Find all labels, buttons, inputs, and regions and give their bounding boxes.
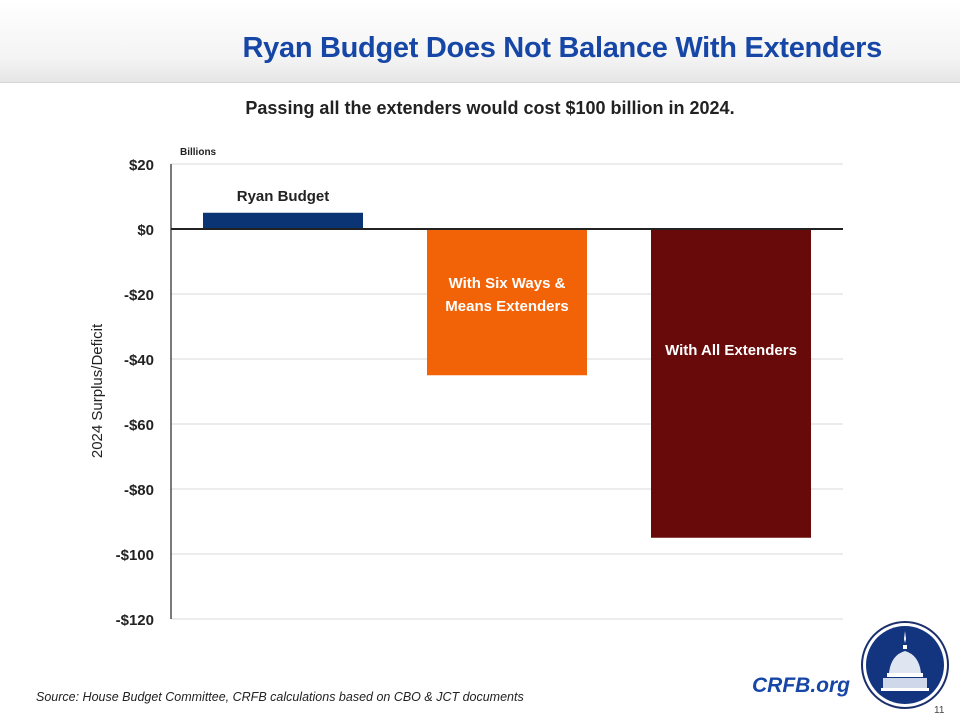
- header-band: Ryan Budget Does Not Balance With Extend…: [0, 0, 960, 83]
- source-note: Source: House Budget Committee, CRFB cal…: [36, 690, 524, 704]
- y-tick-label: -$40: [124, 352, 154, 369]
- axes: [170, 164, 843, 619]
- bar-label: Ryan Budget: [237, 188, 330, 205]
- labels: $20 $0 -$20 -$40 -$60 -$80 -$100 -$120 Ryan Budg…: [89, 147, 797, 629]
- capitol-dome-icon: [861, 621, 949, 709]
- brand-link[interactable]: CRFB.org: [752, 674, 850, 697]
- page-number: 11: [934, 705, 945, 716]
- units-label: Billions: [180, 147, 217, 158]
- y-tick-label: $0: [137, 222, 154, 239]
- y-axis-title: 2024 Surplus/Deficit: [89, 323, 106, 458]
- y-tick-label: -$20: [124, 287, 154, 304]
- y-tick-label: -$120: [116, 612, 154, 629]
- bar-label: With Six Ways &: [449, 275, 566, 292]
- page-title: Ryan Budget Does Not Balance With Extend…: [242, 32, 883, 64]
- bar-2: [651, 229, 811, 538]
- chart-subtitle: Passing all the extenders would cost $10…: [245, 98, 735, 118]
- bars: [203, 212, 811, 538]
- y-tick-label: -$60: [124, 417, 154, 434]
- bar-1: [427, 229, 587, 376]
- y-tick-label: -$80: [124, 482, 154, 499]
- bar-label: With All Extenders: [665, 342, 797, 359]
- y-tick-label: -$100: [116, 547, 154, 564]
- bar-0: [203, 212, 363, 229]
- bar-label: Means Extenders: [445, 298, 568, 315]
- y-tick-label: $20: [129, 157, 154, 174]
